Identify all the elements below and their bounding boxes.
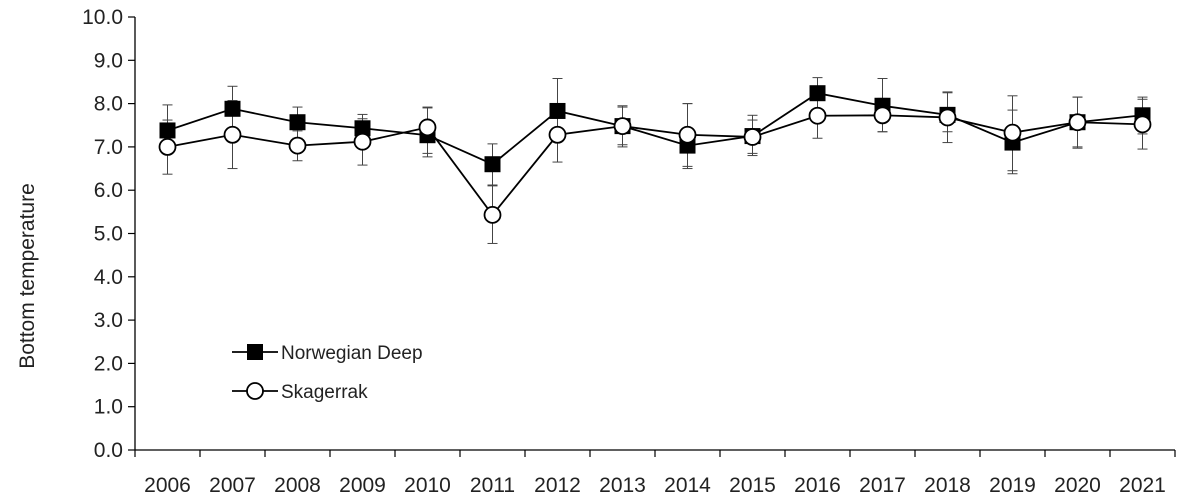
data-point-circle xyxy=(418,118,437,137)
data-point-circle xyxy=(288,136,307,155)
y-tick-label: 6.0 xyxy=(94,179,123,202)
series-markers xyxy=(158,85,1152,224)
x-tick-label: 2017 xyxy=(859,474,906,497)
x-tick-label: 2006 xyxy=(144,474,191,497)
series-lines xyxy=(167,92,1143,217)
x-tick-label: 2010 xyxy=(404,474,451,497)
data-point-circle xyxy=(1003,123,1022,142)
data-point-circle xyxy=(548,125,567,144)
data-point-square xyxy=(159,122,176,139)
error-bars xyxy=(162,77,1148,244)
data-point-square xyxy=(289,114,306,131)
x-tick-label: 2011 xyxy=(470,474,515,497)
series-line-skagerrak xyxy=(167,114,1143,217)
data-point-square xyxy=(224,100,241,117)
data-point-circle xyxy=(743,128,762,146)
data-point-circle xyxy=(353,132,372,151)
x-tick-label: 2018 xyxy=(924,474,971,497)
data-point-circle xyxy=(223,125,242,144)
x-tick-label: 2012 xyxy=(534,474,581,497)
x-tick-label: 2015 xyxy=(729,474,776,497)
legend-label: Skagerrak xyxy=(281,382,368,403)
x-tick-label: 2009 xyxy=(339,474,386,497)
legend: Norwegian Deep Skagerrak xyxy=(232,343,423,403)
x-tick-label: 2016 xyxy=(794,474,841,497)
x-axis-ticks: 2006 2007 2008 2009 2010 2011 2012 2013 2014 2015… xyxy=(134,450,1176,497)
y-tick-label: 0.0 xyxy=(94,439,123,462)
x-tick-label: 2021 xyxy=(1119,474,1166,497)
legend-marker-square xyxy=(247,344,263,360)
x-tick-label: 2013 xyxy=(599,474,646,497)
data-point-circle xyxy=(678,125,697,144)
data-point-circle xyxy=(938,108,957,127)
y-axis-ticks: 0.0 1.0 2.0 3.0 4.0 5.0 6.0 7.0 8.0 9.0 10.0 xyxy=(82,6,135,462)
y-tick-label: 1.0 xyxy=(94,396,123,419)
y-tick-label: 3.0 xyxy=(94,309,123,332)
x-tick-label: 2008 xyxy=(274,474,321,497)
x-tick-label: 2019 xyxy=(989,474,1036,497)
y-tick-label: 8.0 xyxy=(94,93,123,116)
data-point-circle xyxy=(1133,115,1152,134)
data-point-circle xyxy=(483,205,502,224)
series-line-norwegian-deep xyxy=(167,92,1143,166)
data-point-circle xyxy=(613,117,632,136)
legend-marker-circle xyxy=(246,382,264,400)
data-point-square xyxy=(809,85,826,102)
legend-label: Norwegian Deep xyxy=(281,343,423,364)
y-tick-label: 4.0 xyxy=(94,266,123,289)
data-point-square xyxy=(484,156,501,173)
y-axis-title: Bottom temperature xyxy=(16,183,39,369)
y-tick-label: 10.0 xyxy=(82,6,123,29)
data-point-circle xyxy=(158,137,177,156)
x-tick-label: 2014 xyxy=(664,474,711,497)
data-point-square xyxy=(549,102,566,119)
data-point-circle xyxy=(873,106,892,125)
y-tick-label: 7.0 xyxy=(94,136,123,159)
data-point-circle xyxy=(1068,113,1087,132)
y-tick-label: 2.0 xyxy=(94,352,123,375)
y-tick-label: 5.0 xyxy=(94,223,123,246)
data-point-circle xyxy=(808,106,827,125)
y-tick-label: 9.0 xyxy=(94,49,123,72)
data-point-square xyxy=(354,120,371,137)
x-tick-label: 2020 xyxy=(1054,474,1101,497)
x-tick-label: 2007 xyxy=(209,474,256,497)
